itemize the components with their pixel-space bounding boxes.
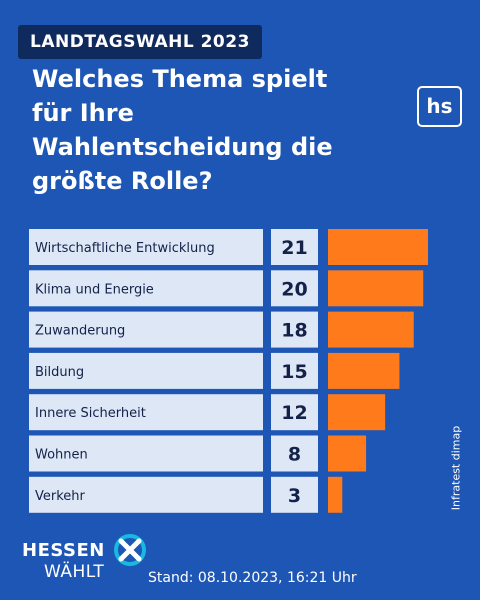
brand-line-1: HESSEN <box>22 540 105 561</box>
bar <box>328 311 414 348</box>
value-label-box <box>271 270 318 307</box>
title-line: Welches Thema spielt <box>32 65 328 93</box>
value-label-box <box>271 352 318 389</box>
category-label-box <box>29 229 263 265</box>
hs-logo: hs <box>417 86 462 127</box>
category-label-box <box>29 476 263 513</box>
value-label-box <box>271 311 318 348</box>
category-label: Wirtschaftliche Entwicklung <box>35 241 215 256</box>
bar <box>328 435 367 472</box>
bar <box>328 352 400 389</box>
title-line: für Ihre <box>32 99 134 127</box>
bar <box>328 229 428 265</box>
election-tag: LANDTAGSWAHL 2023 <box>18 25 262 59</box>
value-label-box <box>271 435 318 472</box>
value-label: 18 <box>281 320 307 342</box>
bar <box>328 270 424 307</box>
ballot-cross-icon <box>114 534 146 566</box>
value-label: 15 <box>281 361 307 383</box>
category-label: Bildung <box>35 365 84 380</box>
category-label-box <box>29 435 263 472</box>
value-label: 20 <box>281 278 307 300</box>
value-label: 8 <box>288 444 301 466</box>
brand-line-2: WÄHLT <box>44 562 105 582</box>
bar <box>328 394 386 431</box>
title-line: Wahlentscheidung die <box>32 133 333 161</box>
source-label: Infratest dimap <box>449 425 463 511</box>
category-label: Wohnen <box>35 448 88 463</box>
category-label-box <box>29 394 263 431</box>
category-label-box <box>29 311 263 348</box>
category-label-box <box>29 270 263 307</box>
category-label-box <box>29 352 263 389</box>
title-line: größte Rolle? <box>32 167 213 195</box>
value-label-box <box>271 394 318 431</box>
category-label: Verkehr <box>35 489 86 504</box>
value-label: 12 <box>281 402 307 424</box>
bar <box>328 476 343 513</box>
category-label: Zuwanderung <box>35 324 125 339</box>
chart-title: Welches Thema spielt für Ihre Wahlentsch… <box>32 62 392 198</box>
value-label-box <box>271 476 318 513</box>
category-label: Klima und Energie <box>35 282 154 297</box>
timestamp: Stand: 08.10.2023, 16:21 Uhr <box>148 570 357 586</box>
category-label: Innere Sicherheit <box>35 406 146 421</box>
hessen-waehlt-logo: HESSEN WÄHLT <box>22 534 146 588</box>
value-label: 3 <box>288 485 301 507</box>
value-label: 21 <box>281 237 307 259</box>
value-label-box <box>271 229 318 265</box>
